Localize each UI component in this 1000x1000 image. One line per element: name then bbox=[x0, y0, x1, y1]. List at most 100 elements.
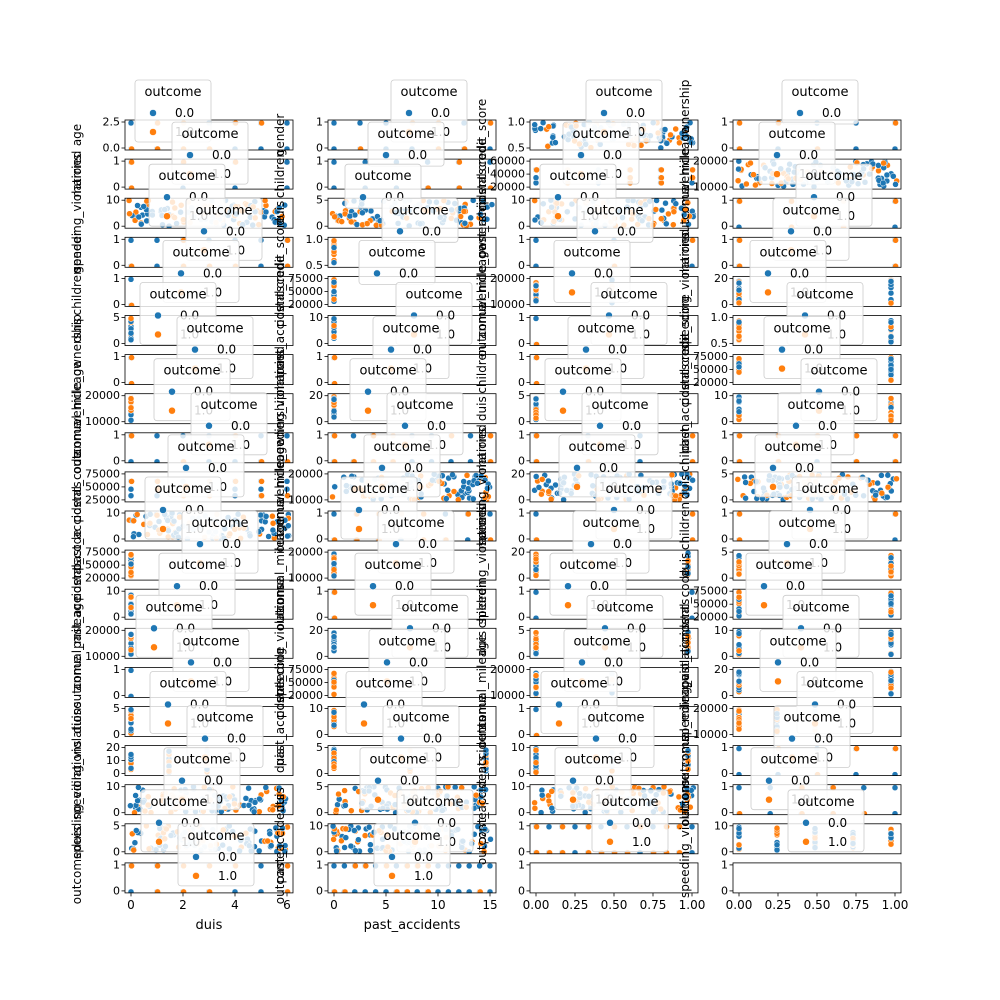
y-axis-label: postal_code bbox=[70, 529, 84, 601]
scatter-point bbox=[887, 376, 895, 384]
legend-title: outcome bbox=[354, 169, 411, 184]
legend-label-0: 0.0 bbox=[813, 224, 832, 238]
legend-label-0: 0.0 bbox=[217, 343, 236, 357]
scatter-point bbox=[283, 478, 291, 485]
scatter-point bbox=[127, 706, 135, 713]
scatter-point bbox=[467, 458, 474, 463]
scatter-point bbox=[487, 432, 494, 440]
y-tick-label: 0 bbox=[316, 806, 323, 819]
y-tick-label: 10 bbox=[106, 507, 120, 520]
scatter-point bbox=[735, 707, 743, 715]
subplot-r19-c3: 0 1 0.00 0.25 0.50 0.75 1.00 bbox=[721, 858, 908, 912]
scatter-point bbox=[689, 174, 696, 181]
scatter-point bbox=[127, 492, 135, 499]
scatter-point bbox=[689, 432, 696, 440]
scatter-point bbox=[355, 836, 362, 843]
y-tick-label: 0 bbox=[113, 767, 120, 780]
scatter-point bbox=[532, 511, 540, 518]
y-tick-label: 20000 bbox=[85, 572, 120, 585]
scatter-point bbox=[484, 485, 491, 492]
scatter-point bbox=[747, 159, 754, 167]
scatter-point bbox=[678, 130, 686, 137]
scatter-point bbox=[892, 511, 899, 518]
scatter-point bbox=[341, 844, 348, 851]
y-tick-label: 0 bbox=[316, 884, 323, 897]
scatter-points bbox=[330, 550, 338, 580]
y-axis-label: speeding_violations bbox=[70, 740, 84, 859]
scatter-point bbox=[892, 181, 899, 188]
scatter-point bbox=[329, 823, 337, 830]
legend-label-0: 0.0 bbox=[618, 732, 637, 746]
y-tick-label: 10000 bbox=[288, 572, 323, 585]
scatter-point bbox=[852, 771, 860, 776]
y-tick-label: 0 bbox=[316, 415, 323, 428]
legend-label-1: 1.0 bbox=[828, 835, 847, 849]
y-axis-label: duis bbox=[475, 396, 489, 421]
legend-marker-0 bbox=[373, 269, 381, 278]
legend-r1-c1: outcome 0.0 bbox=[367, 121, 445, 167]
scatter-point bbox=[735, 279, 743, 287]
scatter-point bbox=[887, 668, 895, 676]
scatter-point bbox=[677, 806, 684, 814]
scatter-point bbox=[347, 218, 355, 226]
y-axis-label: past_accidents bbox=[475, 169, 489, 258]
scatter-point bbox=[538, 476, 546, 483]
legend-marker-0 bbox=[163, 193, 171, 201]
legend-label-0: 0.0 bbox=[212, 148, 231, 162]
legend-label-0: 0.0 bbox=[175, 106, 194, 120]
scatter-point bbox=[424, 184, 432, 190]
scatter-point bbox=[357, 145, 364, 150]
scatter-point bbox=[330, 709, 338, 716]
y-axis-label: outcome bbox=[475, 812, 489, 865]
y-tick-label: 1 bbox=[316, 350, 323, 363]
legend-title: outcome bbox=[796, 288, 853, 303]
scatter-point bbox=[676, 139, 683, 147]
scatter-point bbox=[257, 263, 265, 268]
y-axis-label: postal_code bbox=[678, 568, 692, 640]
scatter-point bbox=[479, 800, 486, 807]
scatter-point bbox=[735, 841, 743, 849]
scatter-point bbox=[636, 458, 644, 463]
scatter-point bbox=[486, 145, 494, 150]
y-axis-label: past_accidents bbox=[475, 755, 489, 844]
scatter-point bbox=[330, 184, 338, 190]
legend-title: outcome bbox=[568, 440, 625, 455]
y-tick-label: 0 bbox=[113, 728, 120, 741]
scatter-point bbox=[331, 380, 338, 385]
scatter-point bbox=[180, 888, 187, 893]
y-tick-label: 0.0 bbox=[103, 142, 121, 155]
scatter-point bbox=[685, 221, 692, 228]
scatter-point bbox=[127, 551, 135, 558]
legend-marker-1 bbox=[164, 719, 172, 728]
legend-marker-1 bbox=[369, 601, 377, 609]
scatter-point bbox=[258, 478, 265, 485]
scatter-point bbox=[257, 511, 264, 519]
y-axis-label: vehicle_ownership bbox=[475, 197, 489, 308]
legend-title: outcome bbox=[782, 203, 839, 218]
scatter-point bbox=[127, 725, 135, 733]
scatter-point bbox=[532, 395, 540, 403]
scatter-point bbox=[670, 221, 677, 228]
legend-marker-0 bbox=[582, 345, 590, 354]
scatter-point bbox=[658, 174, 665, 181]
y-tick-label: 1 bbox=[518, 585, 525, 598]
legend-label-0: 0.0 bbox=[617, 224, 636, 238]
y-tick-label: 20 bbox=[309, 624, 323, 637]
legend-marker-1 bbox=[573, 483, 581, 491]
scatter-point bbox=[679, 800, 686, 808]
scatter-point bbox=[330, 120, 338, 127]
scatter-point bbox=[665, 210, 672, 218]
legend-label-0: 0.0 bbox=[231, 419, 250, 433]
legend-label-0: 0.0 bbox=[608, 343, 627, 357]
scatter-point bbox=[461, 220, 469, 227]
scatter-point bbox=[766, 810, 774, 815]
scatter-point bbox=[680, 211, 688, 219]
y-tick-label: 20 bbox=[714, 272, 728, 285]
scatter-point bbox=[461, 145, 468, 150]
scatter-point bbox=[532, 589, 540, 596]
scatter-point bbox=[128, 145, 135, 150]
y-axis-label: past_accidents bbox=[70, 481, 84, 570]
scatter-point bbox=[464, 485, 472, 492]
scatter-point bbox=[531, 198, 538, 204]
legend-title: outcome bbox=[377, 127, 434, 142]
